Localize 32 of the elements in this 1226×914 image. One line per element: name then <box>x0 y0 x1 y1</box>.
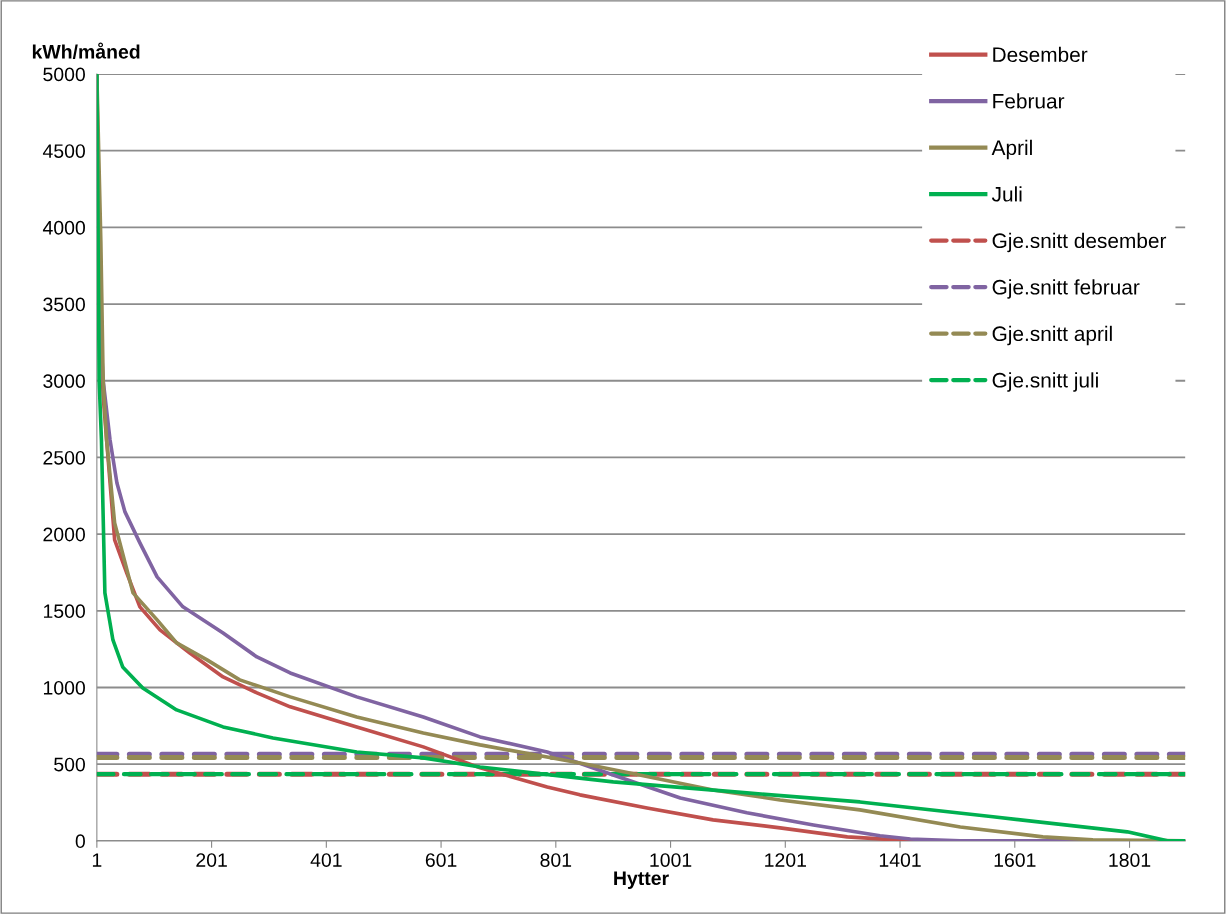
y-tick-label: 500 <box>54 757 85 772</box>
x-tick-label: 201 <box>196 853 227 867</box>
y-tick-label: 2500 <box>43 450 85 465</box>
x-tick-label: 1401 <box>879 853 921 867</box>
legend-label: April <box>991 139 1032 160</box>
legend-label: Februar <box>993 93 1065 109</box>
y-tick-label: 3500 <box>43 297 85 312</box>
x-tick-label: 601 <box>425 853 457 867</box>
y-tick-label: 4000 <box>42 220 85 235</box>
x-tick-label: 801 <box>540 853 572 867</box>
legend-label: Gje.snitt februar <box>992 279 1140 299</box>
legend-label: Desember <box>993 46 1088 63</box>
x-tick-label: 1 <box>92 853 102 867</box>
y-tick-label: 5000 <box>43 67 85 82</box>
x-tick-label: 1201 <box>765 853 806 867</box>
legend-label: Gje.snitt juli <box>992 372 1098 392</box>
x-tick-label: 1001 <box>650 853 692 867</box>
y-tick-label: 4500 <box>42 144 85 158</box>
legend-label: Gje.snitt april <box>992 325 1112 346</box>
legend-label: Gje.snitt desember <box>992 232 1167 253</box>
y-tick-label: 1000 <box>43 680 85 695</box>
line-series <box>96 74 1186 841</box>
y-axis-title: kWh/måned <box>32 42 140 59</box>
x-tick-label: 1601 <box>994 853 1036 867</box>
y-tick-label: 3000 <box>43 374 85 389</box>
x-axis-title: Hytter <box>614 871 669 889</box>
y-tick-label: 0 <box>75 834 85 849</box>
legend-label: Juli <box>991 186 1022 202</box>
y-tick-label: 2000 <box>43 527 85 542</box>
x-tick-label: 401 <box>310 853 342 867</box>
y-tick-label: 1500 <box>43 604 85 619</box>
x-tick-label: 1801 <box>1109 853 1151 867</box>
